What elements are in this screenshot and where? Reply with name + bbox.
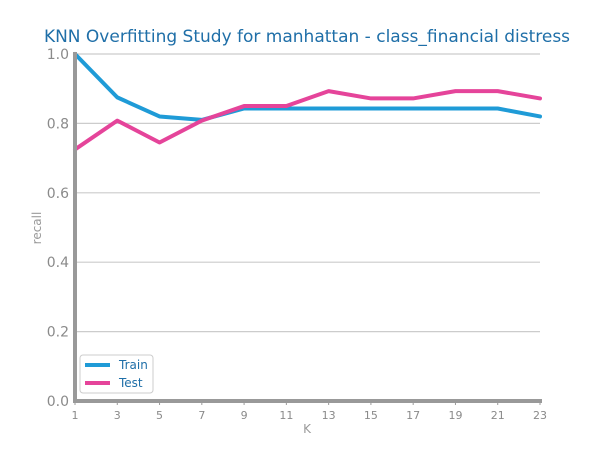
x-tick-label: 11 xyxy=(279,409,293,422)
x-tick-label: 13 xyxy=(322,409,336,422)
y-tick-label: 1.0 xyxy=(47,47,69,63)
y-tick-label: 0.8 xyxy=(47,116,69,132)
legend-label-test: Test xyxy=(118,376,143,390)
series-line-train xyxy=(73,52,542,122)
x-tick-label: 7 xyxy=(198,409,205,422)
x-tick-label: 17 xyxy=(406,409,420,422)
x-tick-label: 23 xyxy=(533,409,547,422)
x-tick-label: 21 xyxy=(491,409,505,422)
series-line-test xyxy=(73,89,542,152)
legend-label-train: Train xyxy=(118,358,148,372)
x-tick-label: 19 xyxy=(448,409,462,422)
x-tick-label: 15 xyxy=(364,409,378,422)
x-tick-label: 1 xyxy=(72,409,79,422)
x-axis-label: K xyxy=(303,422,312,436)
y-tick-label: 0.2 xyxy=(47,325,69,341)
ticks: 0.00.20.40.60.81.01 3 5 7 9 11 13 15 17 19 21 23 xyxy=(47,47,547,422)
chart-title: KNN Overfitting Study for manhattan - cl… xyxy=(44,27,570,47)
axes xyxy=(73,52,542,403)
series-layer xyxy=(73,52,542,152)
legend: Train Test xyxy=(79,354,154,394)
y-axis-label: recall xyxy=(30,212,44,245)
grid xyxy=(75,53,540,402)
y-tick-label: 0.6 xyxy=(47,186,69,202)
y-tick-label: 0.4 xyxy=(47,255,69,271)
x-tick-label: 5 xyxy=(156,409,163,422)
x-tick-label: 9 xyxy=(241,409,248,422)
x-tick-label: 3 xyxy=(114,409,121,422)
y-tick-label: 0.0 xyxy=(47,394,69,410)
